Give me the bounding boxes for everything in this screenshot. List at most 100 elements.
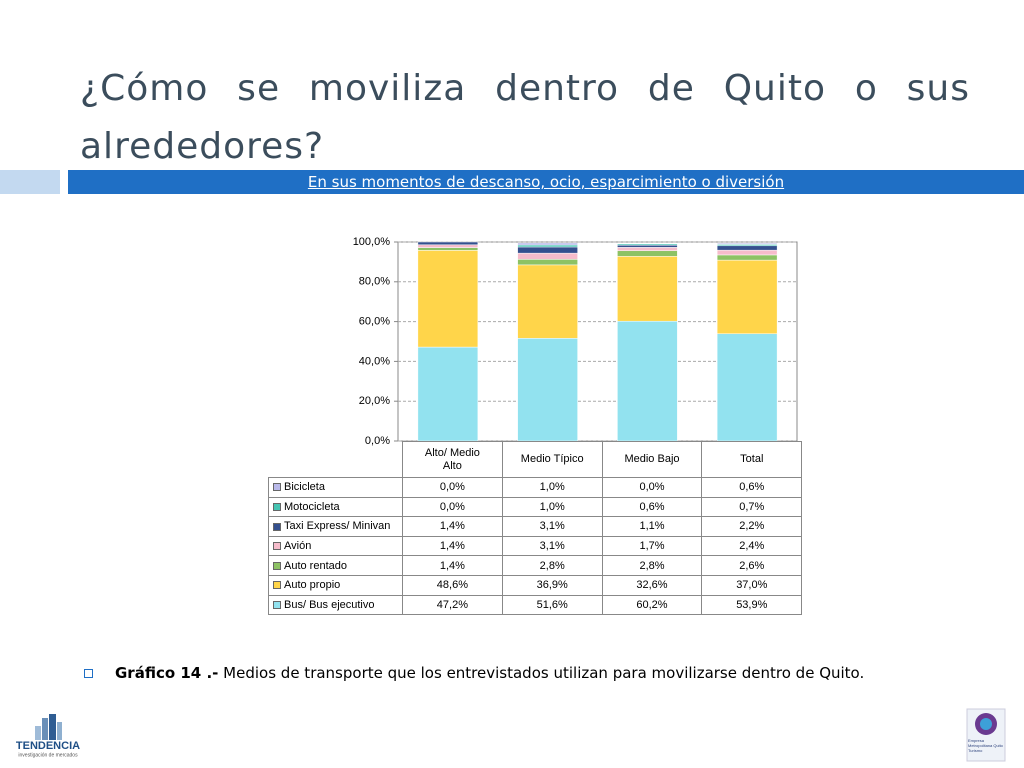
header-cell: Alto/ Medio Alto (402, 441, 503, 478)
bar-segment (617, 244, 678, 248)
legend-swatch (273, 483, 281, 492)
data-label: 51,6% (501, 594, 603, 616)
data-label: 60,2% (601, 594, 703, 616)
data-label: 37,0% (701, 574, 803, 596)
data-label: 2,8% (601, 555, 703, 576)
bar-segment (417, 244, 479, 248)
blank-cell (268, 441, 403, 478)
data-label: 47,2% (402, 594, 503, 616)
data-label: 1,0% (501, 477, 603, 498)
bar-segment (716, 333, 778, 442)
legend-label: Avión (284, 540, 312, 553)
bar-segment (517, 252, 578, 260)
caption-text: Medios de transporte que los entrevistad… (223, 664, 865, 682)
legend-swatch (273, 581, 281, 590)
row-name: Bus/ Bus ejecutivo (268, 594, 403, 616)
bar-segment (417, 346, 479, 442)
data-table: Alto/ Medio Alto Medio Típico Medio Bajo To… (268, 441, 803, 616)
bar-segment (716, 245, 778, 251)
y-tick-label: 100,0% (353, 236, 391, 248)
legend-label: Motocicleta (284, 500, 340, 513)
legend-label: Bus/ Bus ejecutivo (284, 598, 375, 611)
bar-segment (716, 259, 778, 334)
bar-segment (517, 244, 578, 248)
data-label: 48,6% (402, 574, 503, 596)
data-label: 2,4% (701, 535, 803, 557)
bar-segment (716, 242, 778, 245)
bar-segment (617, 243, 678, 246)
data-label: 1,7% (601, 535, 703, 557)
data-label: 1,0% (501, 496, 603, 518)
table-row: Bus/ Bus ejecutivo 47,2% 51,6% 60,2% 53,9% (268, 594, 803, 616)
bar-segment (716, 254, 778, 261)
logo-text: TENDENCIA (16, 740, 80, 752)
data-label: 0,7% (701, 496, 803, 518)
data-label: 1,4% (402, 555, 503, 576)
x-tick-label: Total (740, 453, 764, 465)
x-tick-label: Medio Bajo (624, 453, 680, 465)
accent-bar (0, 170, 60, 194)
bar-segment (617, 247, 678, 252)
data-label: 3,1% (501, 535, 603, 557)
row-name: Auto rentado (268, 555, 403, 576)
legend-swatch (273, 600, 281, 609)
table-row: Motocicleta 0,0% 1,0% 0,6% 0,7% (268, 496, 803, 518)
y-tick-label: 40,0% (359, 355, 390, 367)
data-label: 0,6% (701, 477, 803, 498)
bar-segment (716, 249, 778, 256)
row-name: Avión (268, 535, 403, 557)
table-row: Auto rentado 1,4% 2,8% 2,8% 2,6% (268, 555, 803, 576)
data-label: 32,6% (601, 574, 703, 596)
subtitle-bar (68, 170, 1024, 194)
data-label: 2,8% (501, 555, 603, 576)
data-label: 0,0% (402, 477, 503, 498)
data-label: 1,4% (402, 516, 503, 537)
bar-segment (517, 246, 578, 254)
table-header: Alto/ Medio Alto Medio Típico Medio Bajo To… (268, 441, 803, 478)
bar-segment (617, 320, 678, 442)
data-label: 36,9% (501, 574, 603, 596)
logo-right-text: Empresa Metropolitana Quito Turismo (968, 738, 1003, 753)
table-row: Auto propio 48,6% 36,9% 32,6% 37,0% (268, 574, 803, 596)
data-label: 0,0% (402, 496, 503, 518)
caption: Gráfico 14 .- Medios de transporte que l… (84, 664, 864, 682)
bar-segment (417, 250, 479, 348)
data-label: 3,1% (501, 516, 603, 537)
data-label: 2,6% (701, 555, 803, 576)
subtitle: En sus momentos de descanso, ocio, espar… (307, 173, 785, 191)
y-tick-label: 20,0% (359, 395, 390, 407)
row-name: Taxi Express/ Minivan (268, 516, 403, 537)
logo-right: Empresa Metropolitana Quito Turismo (966, 708, 1006, 762)
table-row: Bicicleta 0,0% 1,0% 0,0% 0,6% (268, 477, 803, 498)
bar-segment (617, 250, 678, 257)
y-tick-label: 80,0% (359, 276, 390, 288)
logo-left: TENDENCIA investigación de mercados (16, 714, 80, 758)
data-label: 53,9% (701, 594, 803, 616)
bar-segment (517, 259, 578, 266)
data-label: 0,0% (601, 477, 703, 498)
logo-subtext: investigación de mercados (18, 752, 78, 758)
bar-segment (517, 264, 578, 339)
x-tick-label: Medio Típico (520, 453, 584, 465)
legend-label: Auto propio (284, 579, 341, 592)
y-tick-label: 60,0% (359, 316, 390, 328)
bar-segment (517, 338, 578, 442)
caption-label: Gráfico 14 .- (115, 664, 219, 682)
legend-swatch (273, 561, 281, 570)
table-row: Avión 1,4% 3,1% 1,7% 2,4% (268, 535, 803, 557)
legend-swatch (273, 522, 281, 531)
bar-segment (417, 241, 479, 246)
data-label: 1,4% (402, 535, 503, 557)
row-name: Auto propio (268, 574, 403, 596)
slide-title: ¿Cómo se moviliza dentro de Quito o sus … (80, 68, 970, 167)
data-label: 2,2% (701, 516, 803, 537)
bar-segment (617, 256, 678, 322)
table-row: Taxi Express/ Minivan 1,4% 3,1% 1,1% 2,2% (268, 516, 803, 537)
legend-label: Taxi Express/ Minivan (284, 520, 391, 533)
bar-segment (517, 242, 578, 246)
data-label: 1,1% (601, 516, 703, 537)
bullet (84, 669, 93, 678)
header-cell: Medio Típico (501, 441, 603, 478)
